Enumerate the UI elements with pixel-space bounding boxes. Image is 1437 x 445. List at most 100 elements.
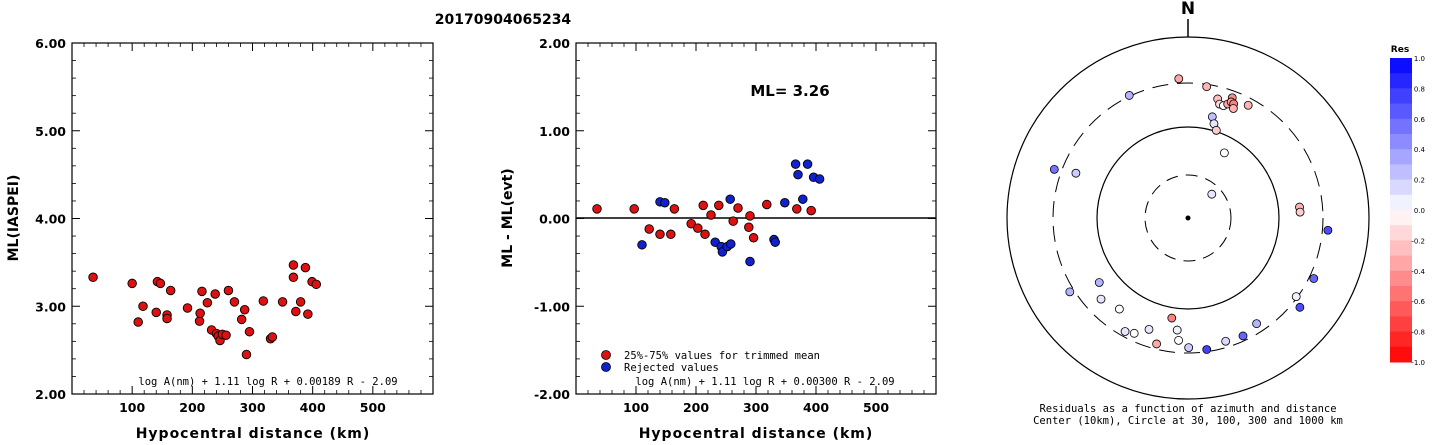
data-point xyxy=(197,286,207,297)
rejected-point xyxy=(798,194,808,204)
station-point xyxy=(1144,324,1154,334)
rejected-point xyxy=(790,159,801,169)
trimmed-point xyxy=(733,203,743,213)
ring-100km xyxy=(1096,126,1280,310)
x-tick-label: 100 xyxy=(119,400,145,415)
station-point xyxy=(1323,225,1333,235)
data-point xyxy=(311,279,322,290)
y-tick-label: 2.00 xyxy=(539,36,570,51)
trimmed-point xyxy=(700,229,710,240)
ring-30km xyxy=(1144,174,1232,262)
panel1-x-ticks: 100 200 300 400 500 xyxy=(71,43,434,415)
rejected-point xyxy=(726,239,736,249)
colorbar-tick-label: -0.4 xyxy=(1411,268,1425,276)
colorbar-cell xyxy=(1390,194,1412,211)
station-point xyxy=(1252,319,1262,329)
colorbar-cell xyxy=(1390,316,1412,333)
data-point xyxy=(236,314,247,325)
data-point xyxy=(244,326,255,337)
station-point xyxy=(1094,278,1104,287)
trimmed-point xyxy=(698,200,708,211)
rejected-point xyxy=(637,240,647,250)
station-point xyxy=(1172,325,1182,335)
station-point xyxy=(1228,104,1238,113)
polar-points xyxy=(1049,74,1333,354)
station-point xyxy=(1129,328,1139,338)
colorbar-cell xyxy=(1390,118,1412,135)
x-tick-label: 200 xyxy=(683,400,709,415)
colorbar-ticks: 1.0 0.8 0.6 0.4 0.2 0.0 -0.2 -0.4 -0.6 -0.8 -1.0 xyxy=(1411,55,1425,367)
station-point xyxy=(1114,304,1124,314)
trimmed-point xyxy=(592,204,602,214)
colorbar-tick-label: -0.2 xyxy=(1411,237,1425,245)
panel-polar-residuals: N Residuals as a function of azimuth and… xyxy=(1006,0,1370,427)
station-point xyxy=(1219,148,1229,158)
x-tick-label: 200 xyxy=(179,400,205,415)
colorbar-cell xyxy=(1390,179,1412,196)
rejected-point xyxy=(802,159,813,169)
colorbar-tick-label: 0.4 xyxy=(1414,146,1426,154)
colorbar-tick-label: 0.8 xyxy=(1414,85,1425,93)
data-point xyxy=(221,330,231,340)
trimmed-point xyxy=(792,204,802,214)
data-point xyxy=(165,285,176,296)
trimmed-point xyxy=(714,200,724,211)
colorbar-cell xyxy=(1390,225,1412,241)
y-tick-label: 1.00 xyxy=(539,124,570,139)
data-point xyxy=(151,307,161,318)
colorbar-cell xyxy=(1390,210,1412,226)
trimmed-point xyxy=(666,229,676,240)
station-point xyxy=(1152,339,1162,349)
station-point xyxy=(1243,100,1253,110)
panel1-frame xyxy=(71,42,434,395)
colorbar-tick-label: -1.0 xyxy=(1411,359,1425,367)
y-tick-label: 6.00 xyxy=(35,36,66,51)
y-tick-label: 3.00 xyxy=(35,299,66,314)
data-point xyxy=(229,297,240,307)
colorbar-cell xyxy=(1390,164,1412,181)
x-tick-label: 400 xyxy=(300,400,326,415)
event-title: 20170904065234 xyxy=(435,12,572,28)
ring-1000km xyxy=(1006,36,1370,400)
x-tick-label: 300 xyxy=(743,400,769,415)
data-point xyxy=(267,332,278,342)
data-point xyxy=(288,272,299,283)
panel2-points xyxy=(592,159,825,267)
trimmed-point xyxy=(706,210,716,220)
panel1-points xyxy=(88,260,322,360)
data-point xyxy=(239,305,250,315)
rejected-point xyxy=(814,174,825,184)
north-label: N xyxy=(1181,0,1195,19)
trimmed-point xyxy=(762,199,772,210)
rejected-point xyxy=(793,169,803,180)
colorbar-tick-label: 0.2 xyxy=(1414,177,1425,185)
ml-annotation: ML= 3.26 xyxy=(750,82,829,100)
station-point xyxy=(1309,274,1319,283)
x-tick-label: 300 xyxy=(239,400,265,415)
polar-caption-line2: Center (10km), Circle at 30, 100, 300 an… xyxy=(1033,415,1343,427)
colorbar-cell xyxy=(1390,270,1412,287)
trimmed-point xyxy=(655,229,665,240)
station-point xyxy=(1238,331,1248,341)
data-point xyxy=(202,297,213,308)
panel-magnitude-vs-distance: 2.00 3.00 4.00 5.00 6.00 100 200 300 400 500 ML(… xyxy=(6,36,434,442)
colorbar-cell xyxy=(1390,103,1412,120)
data-point xyxy=(88,272,98,283)
data-point xyxy=(210,289,220,299)
legend-swatch-trimmed xyxy=(601,350,611,360)
data-point xyxy=(195,308,205,319)
ring-300km xyxy=(1052,82,1324,354)
x-tick-label: 500 xyxy=(360,400,386,415)
data-point xyxy=(162,313,172,324)
colorbar-cell xyxy=(1390,286,1412,302)
station-point xyxy=(1096,294,1106,304)
colorbar-cell xyxy=(1390,346,1412,363)
trimmed-point xyxy=(744,222,754,233)
trimmed-point xyxy=(693,223,703,233)
rejected-point xyxy=(770,237,780,247)
colorbar-cell xyxy=(1390,134,1412,150)
x-tick-label: 400 xyxy=(803,400,829,415)
panel-residual-vs-distance: -2.00 -1.00 0.00 1.00 2.00 100 200 300 400 500 M… xyxy=(500,36,937,442)
data-point xyxy=(241,349,252,360)
station-point xyxy=(1221,336,1231,346)
